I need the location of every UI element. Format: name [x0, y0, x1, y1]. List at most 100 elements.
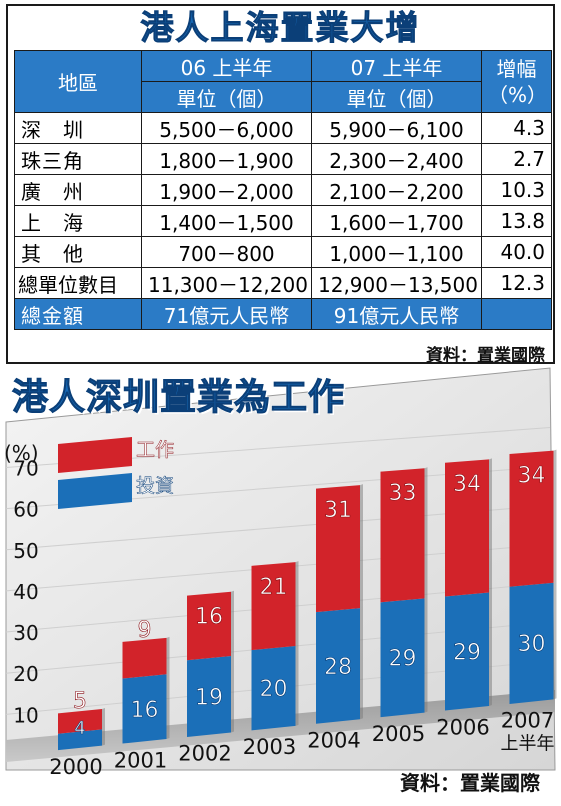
bar-label-work: 5: [73, 689, 87, 714]
header-unit-2006: 單位（個）: [141, 81, 312, 113]
x-tick-label: 2007: [501, 709, 554, 733]
table-subheader-row: 單位（個） 單位（個）: [15, 81, 552, 113]
growth-cell: 4.3: [481, 112, 552, 144]
units-2006-cell: 1,800－1,900: [141, 143, 312, 175]
total-amount-2007: 91億元人民幣: [311, 298, 482, 330]
table-source: 資料：置業國際: [426, 346, 545, 366]
total-amount-blank: [481, 298, 552, 330]
y-tick-label: 60: [13, 498, 38, 522]
table-title: 港人上海置業大增: [140, 8, 421, 48]
chart-title: 港人深圳置業為工作: [11, 377, 346, 419]
bar-segment-investment: [122, 674, 167, 744]
y-tick-label: 30: [13, 621, 38, 645]
bar-side-shade: [295, 561, 299, 726]
bar-label-investment: 4: [74, 718, 85, 739]
growth-cell: 10.3: [481, 174, 552, 206]
bar-label-investment: 29: [389, 647, 417, 672]
bar-label-work: 21: [260, 575, 288, 600]
bar-label-investment: 30: [518, 632, 546, 657]
total-amount-label: 總金額: [14, 298, 142, 330]
units-2007-cell: 5,900－6,100: [311, 112, 482, 144]
region-cell: 上 海: [14, 205, 142, 237]
header-growth-label: 增幅: [496, 56, 537, 81]
x-tick-label: 2004: [307, 728, 360, 752]
purchase-table: 地區 06 上半年 07 上半年 增幅 （%） 單位（個） 單位（個） 深 圳 …: [14, 50, 552, 330]
bar-side-shade: [102, 707, 105, 746]
bar-label-investment: 29: [453, 640, 481, 665]
bar-segment-work: [187, 591, 231, 661]
table-header-row: 地區 06 上半年 07 上半年 增幅 （%）: [14, 50, 552, 113]
bar-segment-investment: [316, 608, 360, 724]
header-2006: 06 上半年: [141, 50, 312, 82]
total-amount-row: 總金額 71億元人民幣 91億元人民幣: [14, 298, 552, 330]
bar-side-shade: [166, 636, 170, 740]
legend-label-investment: 投資: [136, 475, 174, 497]
units-2007-cell: 2,300－2,400: [311, 143, 482, 175]
total-amount-2006: 71億元人民幣: [141, 298, 312, 330]
header-2007: 07 上半年: [311, 50, 482, 82]
bar-segment-investment: [445, 592, 489, 711]
units-2007-cell: 2,100－2,200: [311, 174, 482, 206]
legend-label-work: 工作: [136, 439, 174, 461]
region-cell: 深 圳: [14, 112, 142, 144]
bar-segment-investment: [58, 729, 102, 751]
x-tick-label: 2003: [243, 735, 296, 759]
legend-swatch-investment: [58, 473, 132, 509]
chart-source: 資料：置業國際: [400, 771, 541, 795]
x-tick-label: 2005: [372, 722, 425, 746]
bar-label-investment: 20: [260, 677, 288, 702]
units-2007-cell: 12,900－13,500: [311, 267, 482, 299]
growth-cell: 2.7: [481, 143, 552, 175]
bar-side-shade: [553, 449, 557, 700]
growth-cell: 12.3: [481, 267, 552, 299]
table-row: 總單位數目 11,300－12,200 12,900－13,500 12.3: [14, 267, 552, 299]
header-unit-2007: 單位（個）: [311, 81, 482, 113]
table-row: 深 圳 5,500－6,000 5,900－6,100 4.3: [14, 112, 552, 144]
y-tick-label: 20: [13, 662, 38, 686]
region-cell: 總單位數目: [14, 267, 142, 299]
units-2006-cell: 5,500－6,000: [141, 112, 312, 144]
x-tick-label: 2001: [114, 748, 167, 772]
bar-side-shade: [231, 590, 234, 733]
x-tick-label: 2000: [49, 755, 102, 779]
y-tick-label: 40: [13, 580, 38, 604]
bar-label-work: 33: [389, 481, 417, 506]
x-tick-sublabel: 上半年: [501, 734, 555, 755]
legend-swatch-work: [58, 437, 132, 473]
bar-label-investment: 19: [195, 685, 223, 710]
property-purchase-table-panel: 港人上海置業大增 地區 06 上半年 07 上半年 增幅 （%） 單位（個） 單…: [6, 4, 555, 366]
table-row: 其 他 700－800 1,000－1,100 40.0: [14, 236, 552, 268]
units-2007-cell: 1,600－1,700: [311, 205, 482, 237]
bar-segment-work: [509, 450, 554, 587]
bar-side-shade: [360, 484, 363, 720]
bar-label-investment: 16: [131, 698, 159, 723]
bar-segment-investment: [380, 598, 425, 718]
table-row: 珠三角 1,800－1,900 2,300－2,400 2.7: [14, 143, 552, 175]
units-2006-cell: 1,900－2,000: [141, 174, 312, 206]
y-axis-label: (%): [4, 441, 39, 465]
bar-side-shade: [424, 467, 428, 713]
bar-segment-work: [316, 485, 360, 613]
y-tick-label: 50: [13, 539, 38, 563]
growth-cell: 40.0: [481, 236, 552, 268]
region-cell: 珠三角: [14, 143, 142, 175]
x-tick-label: 2006: [436, 715, 489, 739]
x-tick-label: 2002: [178, 742, 231, 766]
bar-label-work: 9: [138, 618, 152, 643]
y-tick-label: 10: [13, 703, 38, 727]
growth-cell: 13.8: [481, 205, 552, 237]
bar-label-investment: 28: [324, 655, 352, 680]
header-growth-unit: （%）: [488, 82, 548, 107]
bar-segment-work: [122, 637, 167, 679]
bar-segment-investment: [509, 582, 554, 704]
bar-segment-investment: [251, 645, 296, 731]
bar-label-work: 31: [324, 498, 352, 523]
bar-label-work: 34: [453, 472, 481, 497]
header-growth: 增幅 （%）: [481, 50, 552, 113]
bar-segment-investment: [187, 656, 231, 737]
bar-label-work: 34: [518, 463, 546, 488]
table-row: 上 海 1,400－1,500 1,600－1,700 13.8: [14, 205, 552, 237]
y-tick-label: 70: [13, 456, 38, 480]
bar-segment-work: [58, 708, 102, 734]
